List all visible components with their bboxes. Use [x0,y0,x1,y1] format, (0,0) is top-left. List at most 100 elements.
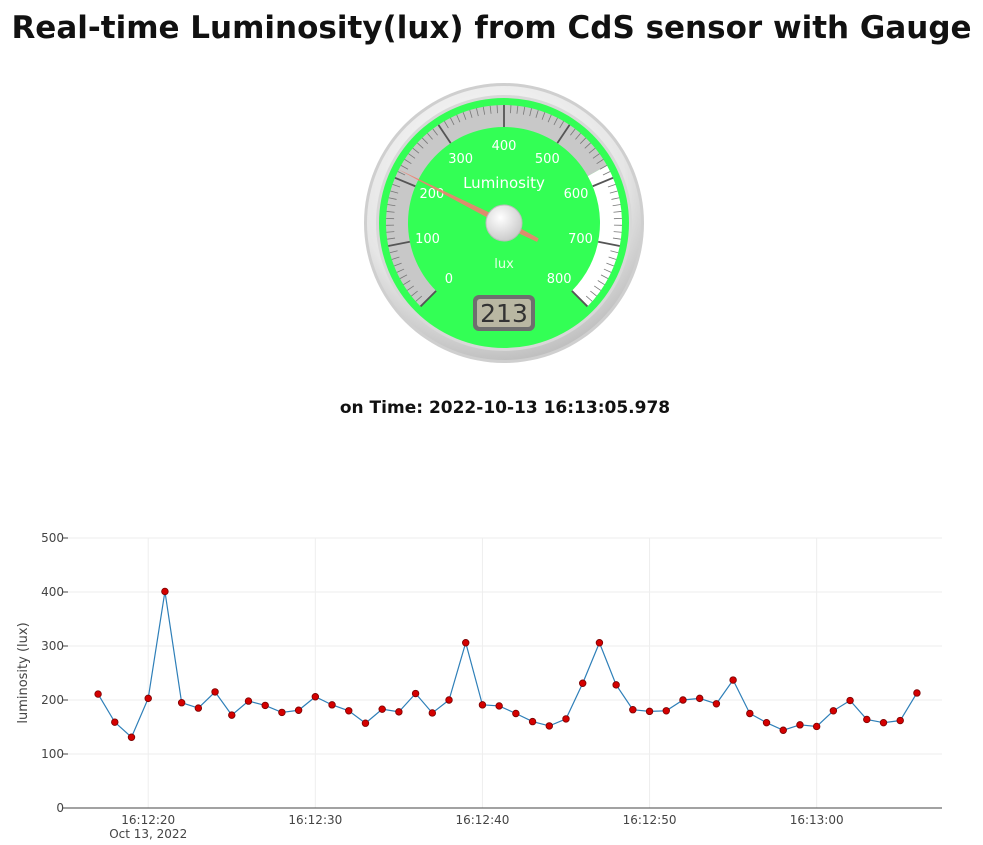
data-point [445,696,453,704]
data-point [294,706,303,714]
gauge-minor-tick [415,295,423,302]
data-point [762,718,771,727]
gauge-minor-tick [522,106,526,115]
data-point [746,709,754,718]
gauge-minor-tick [607,183,616,188]
gauge-minor-tick [547,114,552,123]
gauge-minor-tick [396,268,405,273]
data-point [411,689,420,698]
x-tick-label: 16:12:50 [623,813,677,827]
data-point [645,707,654,716]
data-point [194,704,203,712]
gauge-value-box: 213 [473,295,535,331]
gauge-minor-tick [462,112,467,120]
x-tick-label: 16:12:30 [288,813,342,827]
gauge-minor-tick [476,108,479,117]
gauge-minor-tick [421,137,429,144]
y-tick-label: 200 [41,693,64,707]
series-line [97,591,918,739]
gauge-minor-tick [489,105,492,114]
data-point [478,701,487,709]
data-point [395,708,403,716]
gauge-minor-tick [612,237,621,240]
data-point [879,718,888,727]
gauge-minor-tick [404,159,412,165]
gauge-minor-tick [541,112,546,120]
gauge-minor-tick [469,109,473,118]
gauge-major-tick [437,124,452,144]
data-point [913,689,921,697]
gauge-minor-tick [559,120,565,129]
gauge-minor-tick [387,204,396,207]
y-tick-label: 100 [41,747,64,761]
gauge-minor-tick [456,114,461,123]
data-point [111,718,119,726]
data-point [579,679,587,687]
gauge-major-tick [592,177,614,188]
gauge-minor-tick [443,120,449,129]
gauge-tick-label: 0 [445,272,453,287]
gauge-minor-tick [450,117,455,126]
gauge-band-white [571,165,622,307]
data-point [796,721,804,729]
data-point [127,733,136,741]
data-point [512,709,520,718]
gauge-minor-tick [529,108,532,117]
gauge-minor-tick [386,231,395,233]
data-point [244,697,253,705]
gauge-minor-tick [579,137,587,144]
gauge-major-tick [571,290,589,308]
data-point [177,698,186,707]
gauge-minor-tick [602,171,611,176]
luminosity-gauge: 0 100 200 300 400 500 600 700 800 Luminosity lux… [364,83,644,363]
data-point [846,696,854,705]
page-title: Real-time Luminosity(lux) from CdS senso… [11,10,972,46]
gauge-minor-tick [599,164,608,170]
data-point [729,676,737,684]
data-point [679,696,687,704]
x-tick-sublabel: Oct 13, 2022 [109,827,187,841]
x-tick-label: 16:13:00 [790,813,844,827]
y-tick-label: 0 [56,801,64,815]
gauge-minor-tick [553,117,558,126]
gauge-minor-tick [610,250,619,254]
data-point [695,694,704,703]
data-point [863,715,871,724]
chart-grid [68,537,942,808]
gauge-minor-tick [516,105,519,114]
gauge-minor-tick [596,159,604,165]
gauge-minor-tick [594,285,602,291]
gauge-major-tick [556,124,571,144]
y-axis-label: luminosity (lux) [16,622,31,723]
gauge-minor-tick [590,290,597,297]
gauge-minor-tick [592,153,600,159]
gauge-needle-cap [485,204,523,242]
gauge-minor-tick [585,295,593,302]
gauge-minor-tick [613,231,622,233]
gauge-tick-label: 600 [564,187,589,202]
gauge-minor-tick [482,106,486,115]
x-tick-label: 16:12:20 [121,813,175,827]
gauge-units: lux [494,257,514,272]
gauge-minor-tick [387,237,396,240]
gauge-minor-tick [606,262,615,267]
data-point [896,716,904,725]
data-point [228,711,236,719]
data-point [161,587,169,596]
gauge-minor-tick [392,183,401,188]
gauge-minor-tick [393,262,402,267]
timestamp-label: on Time: 2022-10-13 16:13:05.978 [339,398,671,418]
gauge-tick-label: 300 [448,152,473,167]
data-point [311,693,320,701]
data-point [662,707,670,715]
data-point [829,707,838,715]
data-point [612,681,620,689]
gauge-minor-tick [611,197,620,200]
data-point [345,707,353,715]
y-tick-label: 400 [41,585,64,599]
data-point [328,701,336,709]
gauge-tick-label: 800 [547,272,572,287]
gauge-tick-label: 100 [415,232,440,247]
data-point [629,706,637,714]
gauge-band-grey [385,104,607,307]
